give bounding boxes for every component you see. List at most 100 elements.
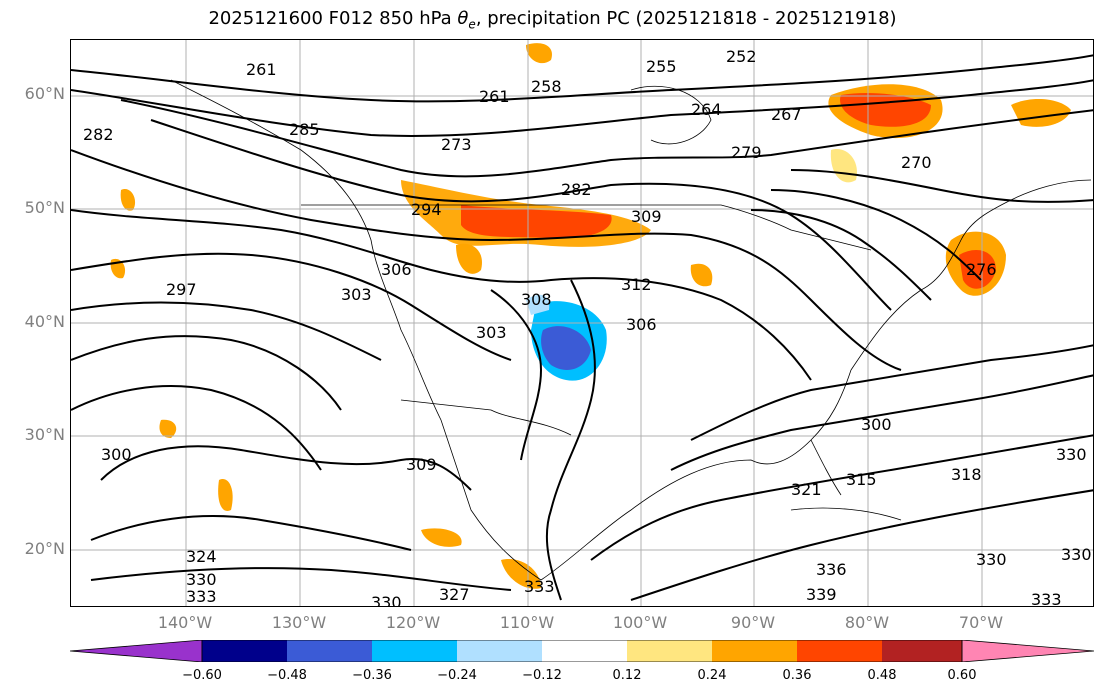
contour-label: 330 bbox=[186, 570, 217, 589]
lon-label-120w: 120°W bbox=[385, 613, 441, 632]
colorbar-tick: −0.48 bbox=[267, 668, 307, 683]
colorbar-tick: −0.24 bbox=[437, 668, 477, 683]
lon-label-130w: 130°W bbox=[271, 613, 327, 632]
colorbar-segment bbox=[542, 640, 627, 662]
us-canada-border bbox=[301, 204, 872, 251]
colorbar-min-extend bbox=[70, 640, 203, 662]
theta-e-contours bbox=[71, 54, 1093, 601]
colorbar-max-extend bbox=[961, 640, 1094, 662]
contour-label: 308 bbox=[521, 290, 552, 309]
contour-label: 315 bbox=[846, 470, 877, 489]
colorbar-segment bbox=[372, 640, 457, 662]
colorbar-segment bbox=[627, 640, 712, 662]
colorbar-tick: 0.12 bbox=[612, 668, 642, 683]
precip-lightblue bbox=[526, 294, 550, 315]
contour-label: 333 bbox=[186, 587, 217, 606]
contour-label: 261 bbox=[479, 87, 510, 106]
colorbar bbox=[70, 640, 1094, 662]
contour-label: 264 bbox=[691, 100, 722, 119]
colorbar-tick: −0.60 bbox=[182, 668, 222, 683]
precip-shading bbox=[110, 43, 1071, 589]
lon-label-100w: 100°W bbox=[612, 613, 668, 632]
title-prefix: 2025121600 F012 850 hPa bbox=[208, 8, 458, 29]
lon-label-80w: 80°W bbox=[844, 613, 890, 632]
contour-label: 309 bbox=[631, 207, 662, 226]
lon-label-90w: 90°W bbox=[730, 613, 776, 632]
contour-label: 312 bbox=[621, 275, 652, 294]
precip-orange-small bbox=[501, 559, 541, 589]
contour-label: 330 bbox=[1061, 545, 1092, 564]
colorbar-tick: 0.48 bbox=[867, 668, 897, 683]
contour-label: 324 bbox=[186, 547, 217, 566]
title-suffix: , precipitation PC (2025121818 - 2025121… bbox=[475, 8, 897, 29]
contour-label: 327 bbox=[439, 585, 470, 604]
lat-label-20: 20°N bbox=[24, 539, 65, 558]
contour-label: 300 bbox=[101, 445, 132, 464]
map-svg: 261 258 255 252 261 264 267 282 285 273 … bbox=[71, 40, 1093, 607]
lon-label-70w: 70°W bbox=[958, 613, 1004, 632]
contour-label: 333 bbox=[1031, 590, 1062, 607]
precip-yellow-small bbox=[830, 149, 857, 183]
precip-dark-blue bbox=[541, 326, 591, 370]
colorbar-segment bbox=[797, 640, 882, 662]
contour-label: 297 bbox=[166, 280, 197, 299]
colorbar-outline bbox=[201, 640, 963, 662]
colorbar-segment bbox=[712, 640, 797, 662]
contour-labels: 261 258 255 252 261 264 267 282 285 273 … bbox=[83, 47, 1092, 607]
contour-label: 306 bbox=[626, 315, 657, 334]
contour-label: 321 bbox=[791, 480, 822, 499]
contour-label: 267 bbox=[771, 105, 802, 124]
colorbar-tick: 0.60 bbox=[947, 668, 977, 683]
contour-label: 303 bbox=[476, 323, 507, 342]
colorbar-segment bbox=[882, 640, 962, 662]
precip-red-cluster bbox=[461, 205, 612, 239]
contour-label: 333 bbox=[524, 577, 555, 596]
precip-orange-patch bbox=[1011, 98, 1071, 127]
contour-label: 300 bbox=[861, 415, 892, 434]
contour-label: 285 bbox=[289, 120, 320, 139]
precip-orange-small bbox=[120, 189, 136, 211]
contour-label: 306 bbox=[381, 260, 412, 279]
colorbar-tick: 0.24 bbox=[697, 668, 727, 683]
precip-orange-small bbox=[218, 479, 233, 511]
contour-label: 339 bbox=[806, 585, 837, 604]
lat-label-40: 40°N bbox=[24, 312, 65, 331]
colorbar-segment bbox=[457, 640, 542, 662]
coastline-west bbox=[170, 79, 542, 581]
cuba bbox=[790, 507, 902, 521]
contour-label: 252 bbox=[726, 47, 757, 66]
theta-subscript: e bbox=[468, 17, 476, 32]
colorbar-segment bbox=[202, 640, 287, 662]
contour-label: 261 bbox=[246, 60, 277, 79]
precip-orange-patch bbox=[526, 43, 552, 64]
precip-red-patch bbox=[959, 250, 996, 289]
precip-orange-patch bbox=[456, 243, 482, 274]
precip-orange-small bbox=[690, 263, 713, 287]
colorbar-segment bbox=[287, 640, 372, 662]
theta-symbol: θ bbox=[457, 8, 469, 29]
lat-label-30: 30°N bbox=[24, 425, 65, 444]
colorbar-tick: −0.36 bbox=[352, 668, 392, 683]
contour-label: 258 bbox=[531, 77, 562, 96]
contour-label: 330 bbox=[976, 550, 1007, 569]
contour-label: 276 bbox=[966, 260, 997, 279]
lat-label-50: 50°N bbox=[24, 198, 65, 217]
graticule bbox=[71, 40, 1093, 606]
contour-label: 255 bbox=[646, 57, 677, 76]
precip-orange-small bbox=[159, 419, 177, 438]
contour-label: 294 bbox=[411, 200, 442, 219]
contour-label: 303 bbox=[341, 285, 372, 304]
colorbar-tick: −0.12 bbox=[522, 668, 562, 683]
contour-label: 318 bbox=[951, 465, 982, 484]
lat-label-60: 60°N bbox=[24, 84, 65, 103]
contour-label: 273 bbox=[441, 135, 472, 154]
coastline-gulf bbox=[540, 369, 852, 581]
contour-label: 330 bbox=[371, 593, 402, 607]
florida bbox=[810, 439, 842, 496]
coastline-east bbox=[850, 179, 1092, 371]
colorbar-tick: 0.36 bbox=[782, 668, 812, 683]
contour-label: 279 bbox=[731, 143, 762, 162]
precip-orange-small bbox=[421, 528, 462, 547]
contour-label: 309 bbox=[406, 455, 437, 474]
hudson-bay bbox=[630, 85, 712, 145]
